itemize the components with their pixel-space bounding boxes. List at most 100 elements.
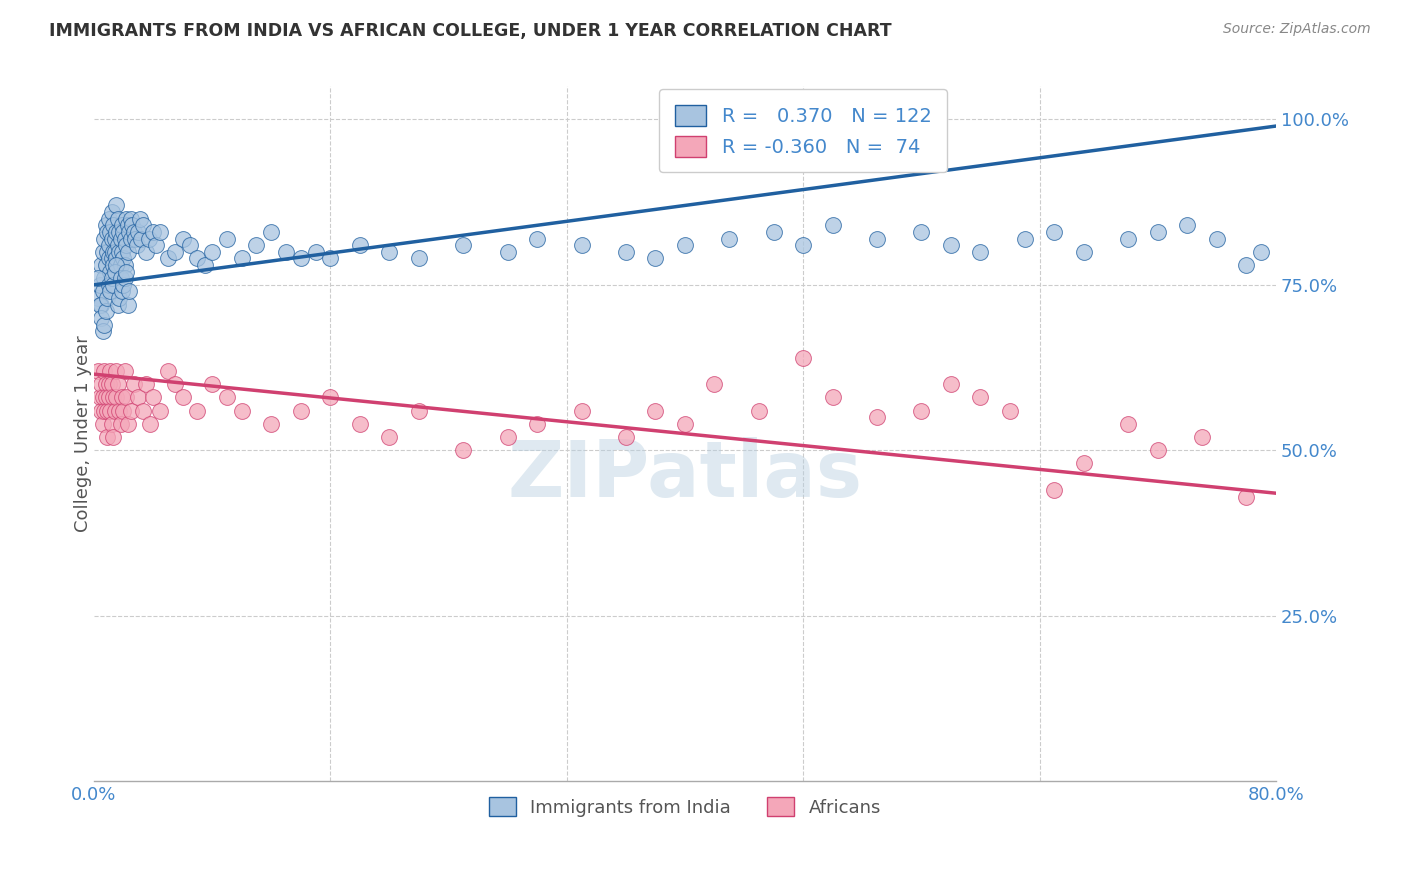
Point [111,390,134,404]
Point [1043,225,1066,239]
Point [910,403,932,417]
Point [821,390,844,404]
Point [117,219,139,233]
Point [165,377,187,392]
Point [120,231,142,245]
Point [115,390,138,404]
Point [644,403,666,417]
Point [821,219,844,233]
Point [105,252,128,266]
Point [718,231,741,245]
Point [120,403,142,417]
Point [112,403,135,417]
Point [107,211,129,226]
Point [115,211,138,226]
Point [96,225,118,239]
Point [114,364,136,378]
Point [91,390,114,404]
Point [104,244,127,259]
Point [156,364,179,378]
Point [1073,244,1095,259]
Point [939,377,962,392]
Point [969,390,991,404]
Point [118,285,141,299]
Point [571,403,593,417]
Point [408,252,430,266]
Point [231,252,253,266]
Point [105,364,128,378]
Point [129,231,152,245]
Point [91,324,114,338]
Point [201,377,224,392]
Point [105,225,128,239]
Text: Source: ZipAtlas.com: Source: ZipAtlas.com [1223,22,1371,37]
Point [408,403,430,417]
Point [93,318,115,332]
Point [117,244,139,259]
Point [94,390,117,404]
Point [114,231,136,245]
Point [107,238,129,252]
Point [260,225,283,239]
Point [866,410,889,425]
Point [194,258,217,272]
Point [969,244,991,259]
Point [90,377,112,392]
Point [526,231,548,245]
Y-axis label: College, Under 1 year: College, Under 1 year [75,335,91,532]
Point [100,377,122,392]
Point [91,285,114,299]
Point [290,403,312,417]
Point [108,225,131,239]
Text: IMMIGRANTS FROM INDIA VS AFRICAN COLLEGE, UNDER 1 YEAR CORRELATION CHART: IMMIGRANTS FROM INDIA VS AFRICAN COLLEGE… [49,22,891,40]
Point [135,377,157,392]
Point [1234,258,1257,272]
Point [1116,231,1139,245]
Point [125,238,148,252]
Point [138,231,160,245]
Point [142,225,165,239]
Point [90,403,112,417]
Point [94,304,117,318]
Point [101,430,124,444]
Point [1191,430,1213,444]
Point [201,244,224,259]
Point [87,271,110,285]
Point [866,231,889,245]
Point [231,403,253,417]
Point [1146,443,1168,458]
Point [186,252,208,266]
Point [110,271,132,285]
Point [108,403,131,417]
Point [94,258,117,272]
Point [107,298,129,312]
Point [105,198,128,212]
Point [703,377,725,392]
Point [571,238,593,252]
Point [114,258,136,272]
Point [496,244,519,259]
Point [98,264,121,278]
Point [179,238,201,252]
Point [124,231,146,245]
Point [110,258,132,272]
Point [378,244,401,259]
Point [111,244,134,259]
Point [127,225,149,239]
Point [111,285,134,299]
Point [122,377,145,392]
Text: ZIPatlas: ZIPatlas [508,437,862,514]
Point [762,225,785,239]
Point [97,377,120,392]
Point [122,225,145,239]
Point [98,225,121,239]
Point [142,390,165,404]
Point [117,298,139,312]
Point [97,252,120,266]
Point [96,244,118,259]
Point [115,264,138,278]
Point [94,219,117,233]
Point [96,291,118,305]
Point [101,244,124,259]
Point [215,231,238,245]
